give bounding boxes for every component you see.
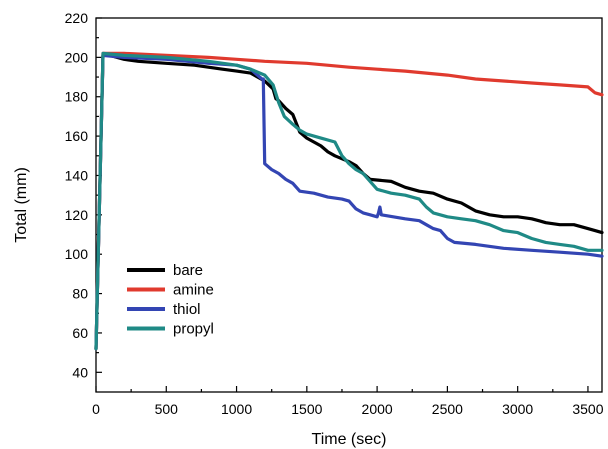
legend-label-bare: bare: [173, 262, 203, 279]
plot-frame: [95, 17, 603, 393]
series-line-propyl: [94, 51, 604, 351]
legend-label-amine: amine: [173, 282, 214, 299]
x-tick-label: 1500: [291, 401, 322, 417]
x-tick-label: 1000: [221, 401, 252, 417]
x-tick-label: 3000: [502, 401, 533, 417]
x-tick-label: 0: [92, 401, 100, 417]
legend: bare amine thiol propyl: [127, 262, 214, 338]
y-tick-label: 220: [65, 10, 89, 26]
x-tick-label: 2000: [362, 401, 393, 417]
y-tick-label: 180: [65, 89, 89, 105]
series-line-thiol: [94, 53, 604, 351]
y-tick-label: 120: [65, 207, 89, 223]
y-tick-label: 160: [65, 128, 89, 144]
x-tick-label: 3500: [572, 401, 603, 417]
y-tick-label: 100: [65, 246, 89, 262]
x-tick-label: 500: [155, 401, 179, 417]
y-tick-label: 200: [65, 49, 89, 65]
y-tick-label: 40: [72, 364, 88, 380]
axes: 0 500 1000 1500 2000 2500 3000 3500 40 60 80 100 120…: [65, 10, 604, 417]
y-axis-label: Total (mm): [13, 167, 30, 243]
legend-label-propyl: propyl: [173, 321, 214, 338]
x-axis-label: Time (sec): [312, 431, 387, 448]
series-line-amine: [94, 51, 604, 351]
y-tick-label: 60: [72, 325, 88, 341]
series-layer: [94, 51, 604, 351]
y-tick-label: 80: [72, 286, 88, 302]
legend-label-thiol: thiol: [173, 301, 201, 318]
y-tick-label: 140: [65, 167, 89, 183]
x-tick-label: 2500: [432, 401, 463, 417]
